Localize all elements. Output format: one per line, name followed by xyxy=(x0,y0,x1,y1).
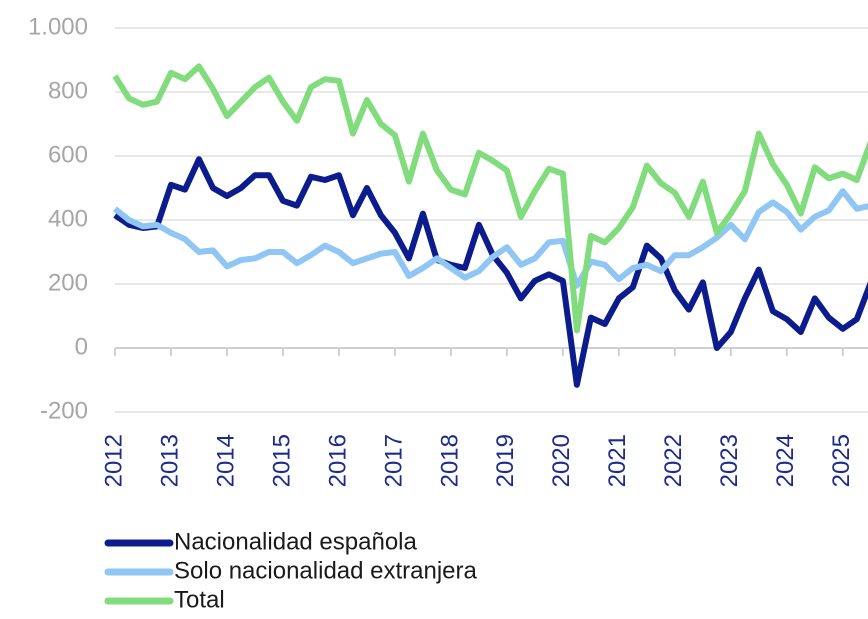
legend-label: Nacionalidad española xyxy=(174,528,418,555)
x-tick-label: 2025 xyxy=(828,434,855,487)
x-tick-label: 2022 xyxy=(660,434,687,487)
y-tick-label: 0 xyxy=(75,333,88,360)
x-tick-label: 2013 xyxy=(156,434,183,487)
y-tick-label: 1.000 xyxy=(28,13,88,40)
x-tick-label: 2014 xyxy=(212,434,239,487)
x-tick-label: 2023 xyxy=(716,434,743,487)
x-tick-label: 2015 xyxy=(268,434,295,487)
series-line xyxy=(112,63,868,334)
x-tick-label: 2016 xyxy=(324,434,351,487)
y-tick-label: 400 xyxy=(48,205,88,232)
y-tick-label: -200 xyxy=(40,397,88,424)
plot-area xyxy=(112,63,868,388)
series-line xyxy=(113,188,868,289)
y-tick-label: 200 xyxy=(48,269,88,296)
legend-label: Solo nacionalidad extranjera xyxy=(174,557,478,584)
x-tick-label: 2024 xyxy=(772,434,799,487)
y-tick-label: 600 xyxy=(48,141,88,168)
legend-label: Total xyxy=(174,586,225,613)
y-tick-label: 800 xyxy=(48,77,88,104)
x-tick-label: 2017 xyxy=(380,434,407,487)
x-tick-label: 2019 xyxy=(492,434,519,487)
x-tick-label: 2012 xyxy=(100,434,127,487)
x-tick-label: 2018 xyxy=(436,434,463,487)
x-tick-label: 2021 xyxy=(604,434,631,487)
x-tick-label: 2020 xyxy=(548,434,575,487)
